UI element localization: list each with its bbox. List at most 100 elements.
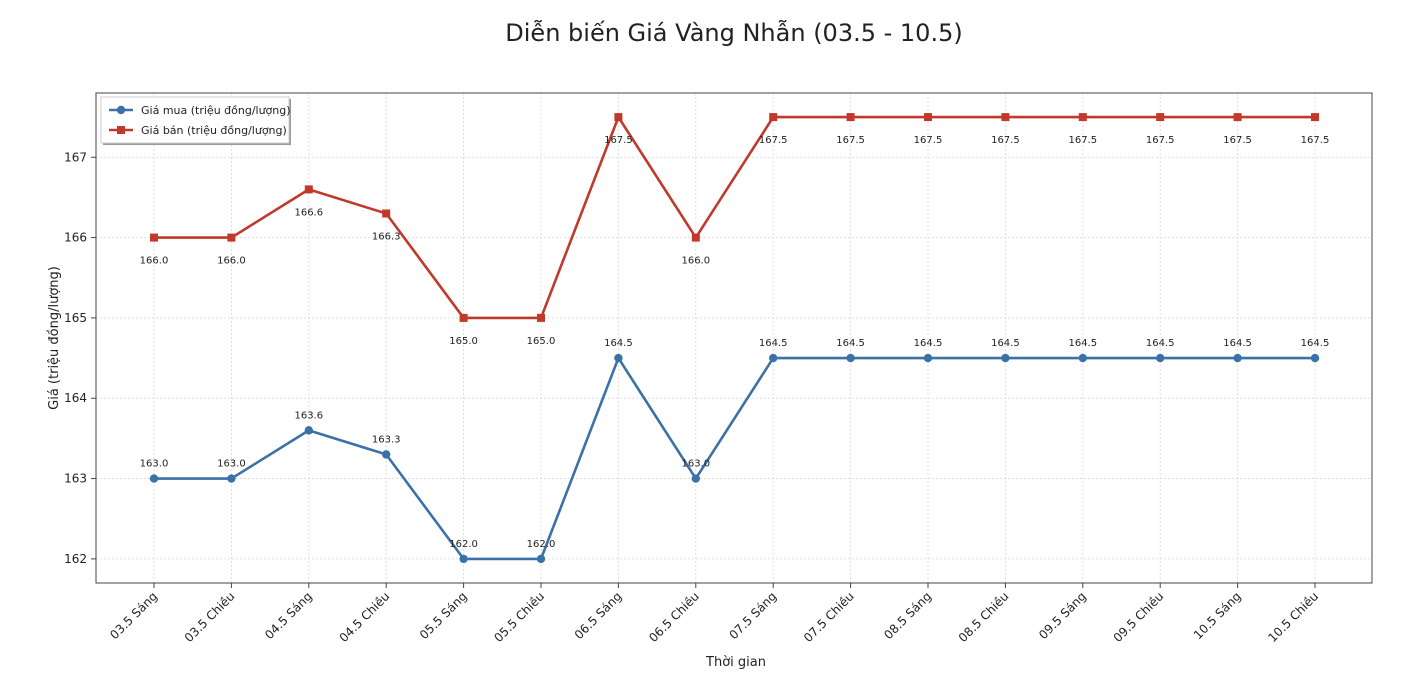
data-label: 162.0	[449, 539, 478, 550]
data-label: 166.0	[217, 256, 246, 267]
data-point	[1078, 113, 1087, 122]
data-point	[304, 185, 313, 194]
data-point	[1078, 353, 1088, 363]
data-point	[149, 474, 159, 483]
data-point	[1233, 353, 1242, 363]
x-tick-label: 09.5 Sáng	[1036, 589, 1089, 642]
data-label: 162.0	[527, 539, 556, 550]
data-label: 167.5	[1223, 135, 1252, 146]
series-layer	[149, 113, 1320, 564]
data-point	[536, 554, 546, 564]
data-label: 166.3	[372, 231, 401, 242]
grid	[96, 93, 1372, 583]
data-label: 165.0	[449, 336, 478, 347]
y-tick-label: 165	[64, 311, 87, 325]
data-label: 163.3	[372, 434, 401, 445]
x-tick-label: 03.5 Chiều	[182, 589, 238, 645]
data-label: 164.5	[836, 338, 865, 349]
data-label: 163.6	[294, 410, 323, 421]
x-tick-label: 07.5 Chiều	[801, 589, 857, 645]
data-point	[537, 313, 545, 322]
y-axis: 162 163 164 165 166 167	[64, 150, 96, 566]
x-tick-label: 07.5 Sáng	[726, 589, 779, 642]
data-point	[1311, 113, 1319, 122]
data-label: 167.5	[991, 135, 1020, 146]
x-tick-label: 10.5 Sáng	[1191, 589, 1244, 642]
data-label: 167.5	[759, 135, 788, 146]
x-axis-label: Thời gian	[705, 655, 766, 670]
data-point	[846, 113, 855, 122]
data-label: 166.6	[294, 207, 323, 218]
x-tick-label: 06.5 Sáng	[572, 589, 625, 642]
data-point	[769, 113, 778, 122]
data-point	[769, 353, 778, 363]
data-label: 164.5	[991, 338, 1020, 349]
x-tick-label: 03.5 Sáng	[107, 589, 160, 642]
data-point	[614, 113, 623, 122]
data-point	[691, 233, 700, 242]
x-tick-label: 05.5 Sáng	[417, 589, 470, 642]
series-line-0	[154, 356, 1315, 561]
x-tick-label: 04.5 Chiều	[337, 589, 393, 645]
legend-entry: Giá mua (triệu đồng/lượng)	[141, 104, 291, 117]
data-label: 166.0	[140, 256, 169, 267]
data-labels: 163.0 163.0 163.6 163.3 162.0 162.0 164.5 163.0…	[140, 135, 1330, 550]
data-label: 167.5	[1068, 135, 1097, 146]
y-tick-label: 164	[64, 391, 87, 405]
data-point	[1310, 353, 1320, 363]
data-point	[150, 233, 158, 242]
x-tick-label: 08.5 Sáng	[881, 589, 934, 642]
y-tick-label: 167	[64, 150, 87, 164]
data-point	[1233, 113, 1242, 122]
series-line-1	[154, 115, 1315, 320]
chart-title: Diễn biến Giá Vàng Nhẫn (03.5 - 10.5)	[505, 18, 962, 47]
data-label: 166.0	[681, 256, 710, 267]
legend-entry: Giá bán (triệu đồng/lượng)	[141, 124, 287, 137]
y-tick-label: 166	[64, 231, 87, 245]
data-point	[1001, 353, 1010, 363]
data-label: 164.5	[1223, 338, 1252, 349]
x-tick-label: 04.5 Sáng	[262, 589, 315, 642]
plot-area	[95, 92, 1373, 584]
data-point	[614, 353, 623, 363]
data-label: 164.5	[1301, 338, 1330, 349]
data-point	[923, 353, 933, 363]
data-point	[1001, 113, 1010, 122]
data-point	[382, 209, 391, 218]
data-point	[846, 353, 855, 363]
data-point	[304, 426, 313, 435]
data-point	[227, 233, 236, 242]
y-axis-label: Giá (triệu đồng/lượng)	[47, 266, 62, 410]
data-label: 164.5	[604, 338, 633, 349]
x-tick-label: 10.5 Chiều	[1265, 589, 1321, 645]
data-point	[227, 474, 236, 483]
data-label: 165.0	[527, 336, 556, 347]
legend-box	[100, 96, 290, 144]
x-axis: 03.5 Sáng 03.5 Chiều 04.5 Sáng 04.5 Chiều 05…	[107, 583, 1321, 645]
x-tick-label: 06.5 Chiều	[646, 589, 702, 645]
data-point	[1156, 113, 1165, 122]
data-point	[459, 554, 468, 564]
y-tick-label: 162	[64, 552, 87, 566]
data-label: 167.5	[604, 135, 633, 146]
x-tick-label: 08.5 Chiều	[956, 589, 1012, 645]
data-label: 163.0	[681, 459, 710, 470]
data-label: 163.0	[217, 459, 246, 470]
x-tick-label: 05.5 Chiều	[491, 589, 547, 645]
data-label: 164.5	[1068, 338, 1097, 349]
data-point	[459, 313, 468, 322]
data-label: 164.5	[759, 338, 788, 349]
y-tick-label: 163	[64, 472, 87, 486]
data-label: 167.5	[1301, 135, 1330, 146]
data-label: 167.5	[914, 135, 943, 146]
data-label: 163.0	[140, 459, 169, 470]
x-tick-label: 09.5 Chiều	[1111, 589, 1167, 645]
legend: Giá mua (triệu đồng/lượng) Giá bán (triệu…	[100, 96, 291, 145]
legend-marker	[117, 126, 125, 134]
data-label: 164.5	[914, 338, 943, 349]
data-point	[382, 450, 391, 459]
legend-marker	[116, 105, 126, 115]
data-point	[924, 113, 932, 122]
data-point	[1156, 353, 1165, 363]
